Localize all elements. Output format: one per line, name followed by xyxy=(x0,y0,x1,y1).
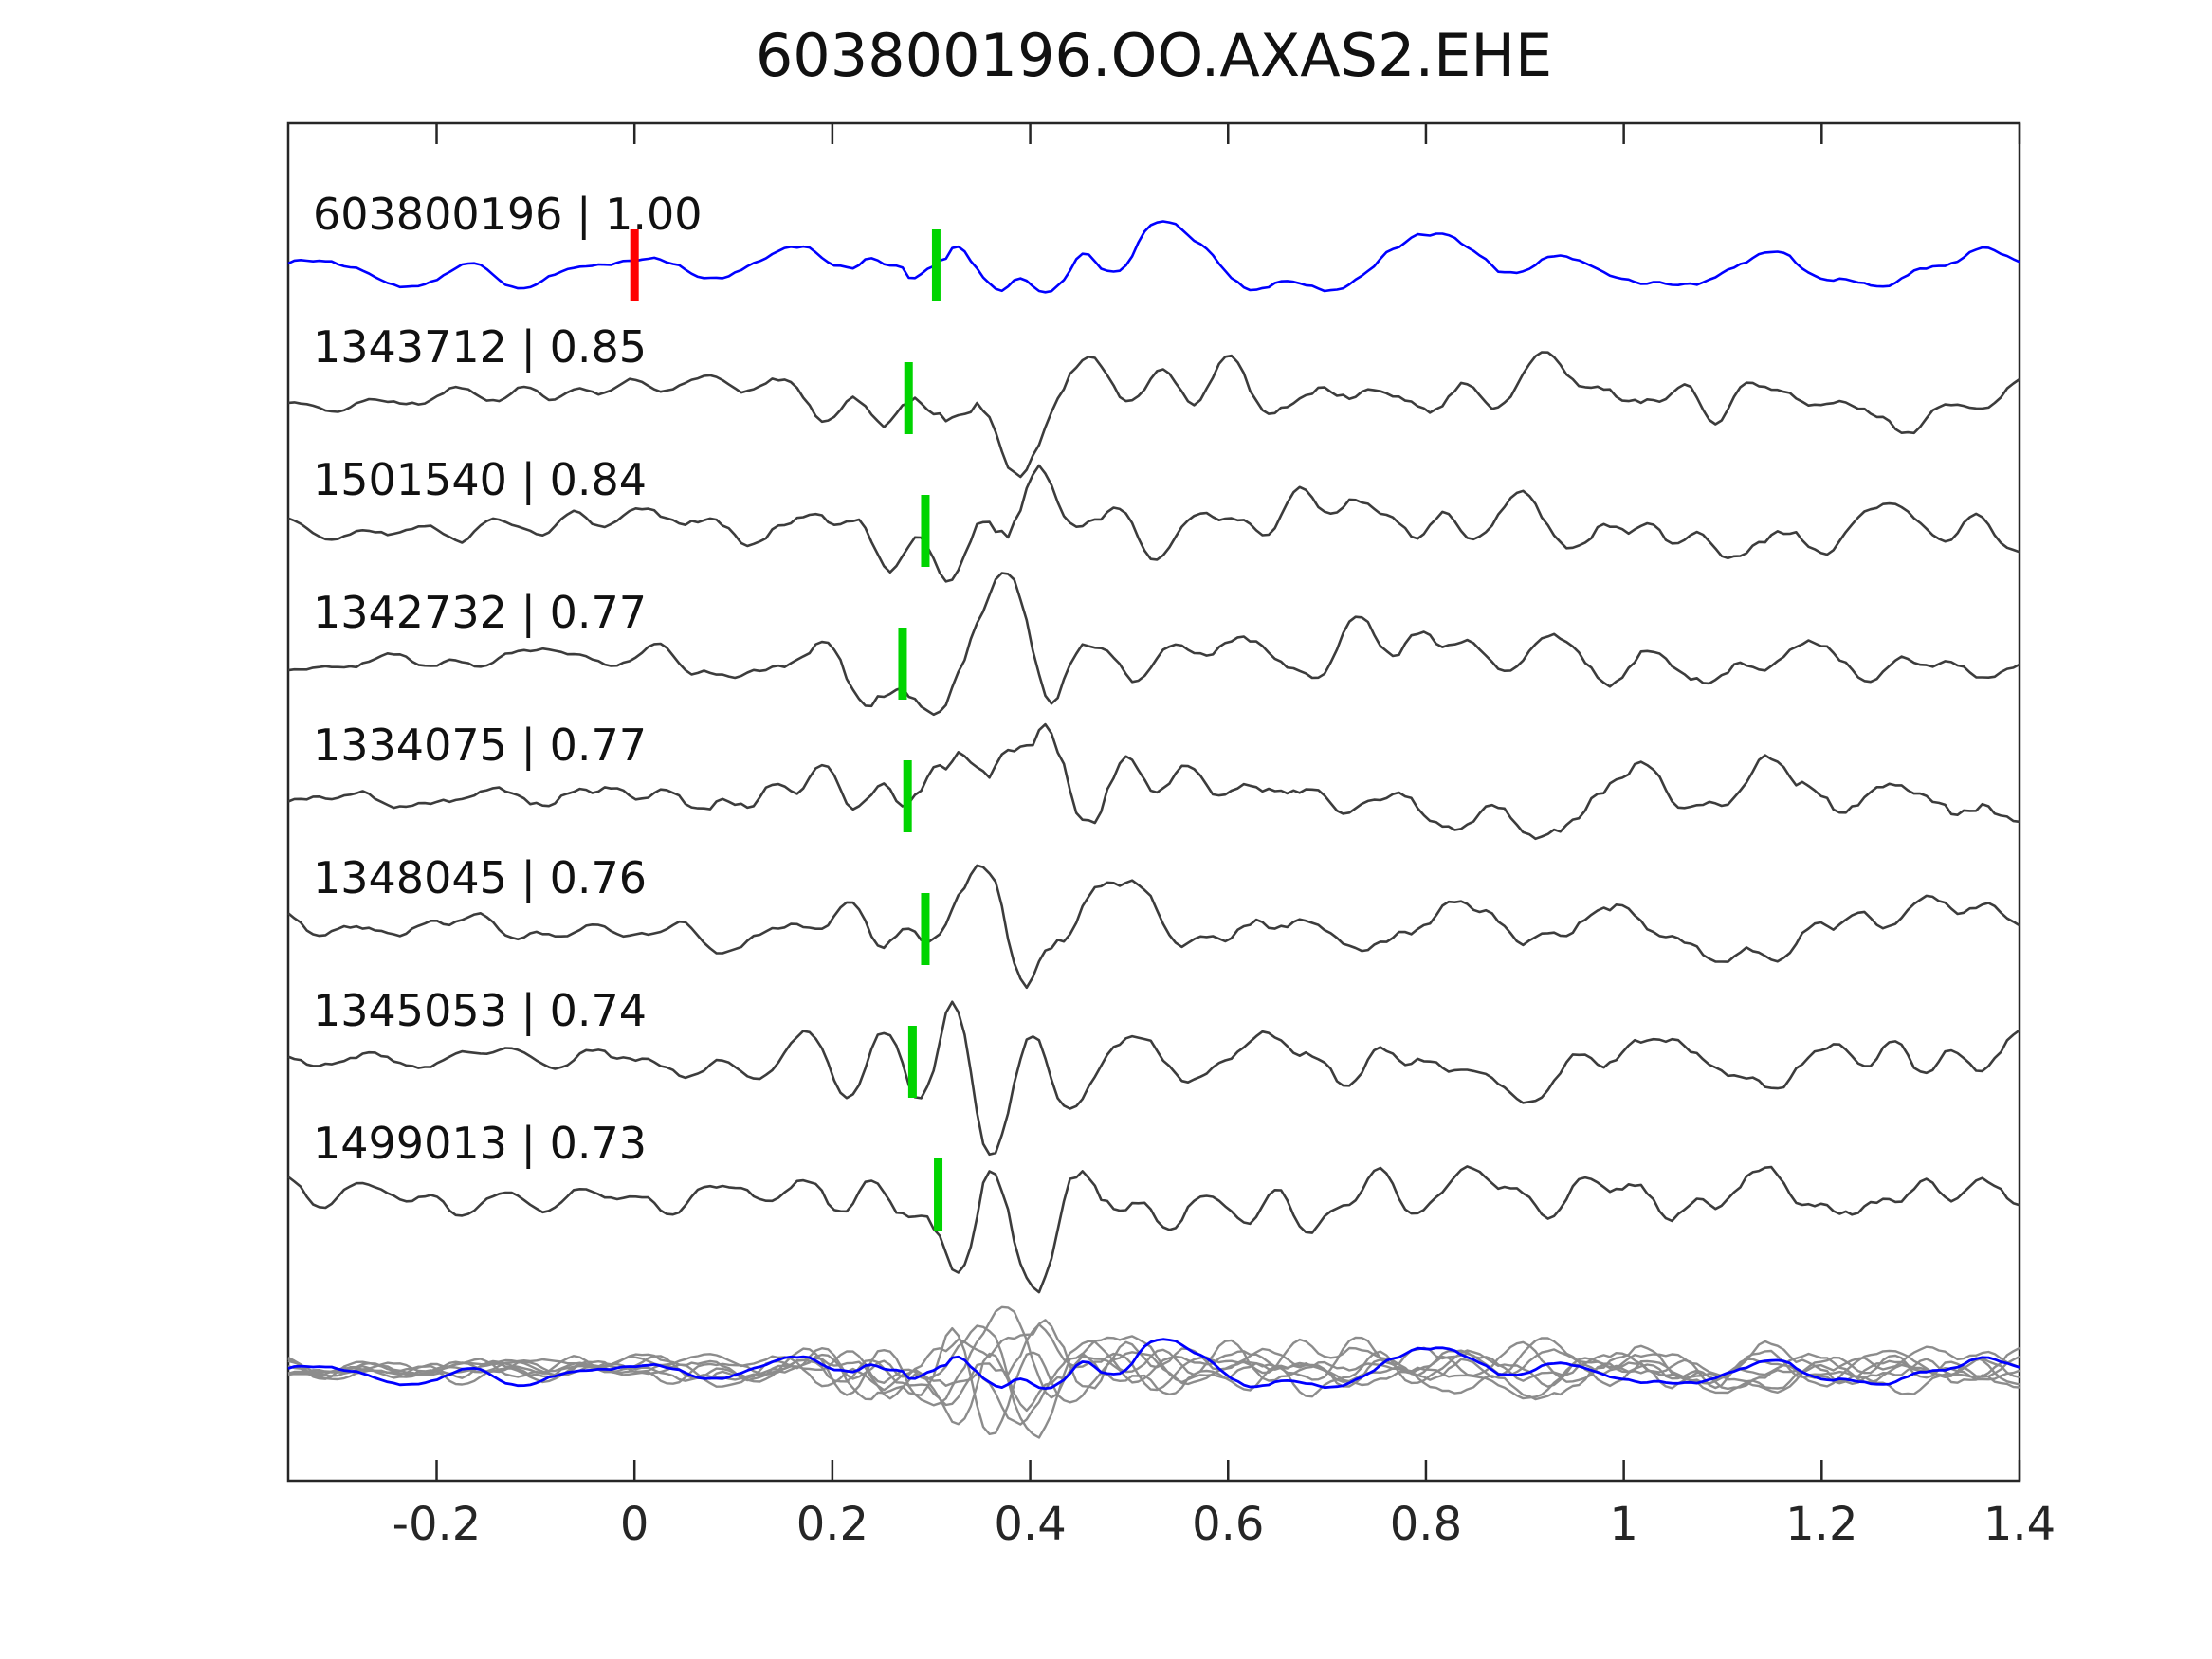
x-axis-tick-label: -0.2 xyxy=(393,1498,482,1551)
trace-waveform-1348045 xyxy=(287,864,2020,990)
pick-time-marker-1501540 xyxy=(921,495,930,567)
trace-waveform-1343712 xyxy=(287,351,2020,479)
x-axis-tick-label: 1 xyxy=(1609,1498,1638,1551)
trace-waveform-1334075 xyxy=(287,722,2020,841)
trace-waveform-603800196 xyxy=(287,220,2020,294)
pick-time-marker-1345053 xyxy=(907,1026,917,1098)
trace-label-1343712: 1343712 | 0.85 xyxy=(313,321,647,374)
overlay-detection-waveform-1501540 xyxy=(287,1322,2020,1407)
x-axis-tick-label: 0.8 xyxy=(1390,1498,1462,1551)
trace-label-603800196: 603800196 | 1.00 xyxy=(313,189,703,241)
overlay-detection-waveform-1499013 xyxy=(287,1349,2020,1439)
trace-waveform-1499013 xyxy=(287,1165,2020,1294)
trace-label-1348045: 1348045 | 0.76 xyxy=(313,852,647,904)
pick-time-marker-1342732 xyxy=(898,628,907,700)
x-axis-tick-label: 1.4 xyxy=(1983,1498,2056,1551)
overlay-template-waveform-603800196 xyxy=(287,1338,2020,1390)
trace-label-1334075: 1334075 | 0.77 xyxy=(313,720,647,772)
pick-time-marker-1348045 xyxy=(921,893,930,965)
plot-frame xyxy=(286,121,2021,1483)
trace-label-1342732: 1342732 | 0.77 xyxy=(313,587,647,639)
trace-waveform-1501540 xyxy=(287,464,2020,583)
pick-time-marker-603800196 xyxy=(931,229,941,301)
origin-time-marker-603800196 xyxy=(630,229,639,301)
trace-waveform-1342732 xyxy=(287,572,2020,717)
pick-time-marker-1499013 xyxy=(934,1158,943,1231)
pick-time-marker-1343712 xyxy=(904,362,913,434)
x-axis-tick-label: 0 xyxy=(620,1498,649,1551)
trace-label-1345053: 1345053 | 0.74 xyxy=(313,985,647,1037)
trace-label-1501540: 1501540 | 0.84 xyxy=(313,454,647,506)
x-axis-tick-label: 1.2 xyxy=(1785,1498,1857,1551)
x-axis-tick-label: 0.6 xyxy=(1192,1498,1264,1551)
figure-title: 603800196.OO.AXAS2.EHE xyxy=(755,21,1553,90)
x-axis-tick-label: 0.2 xyxy=(796,1498,868,1551)
trace-waveform-1345053 xyxy=(287,1000,2020,1157)
trace-label-1499013: 1499013 | 0.73 xyxy=(313,1118,647,1170)
x-axis-tick-label: 0.4 xyxy=(994,1498,1066,1551)
pick-time-marker-1334075 xyxy=(903,760,912,832)
